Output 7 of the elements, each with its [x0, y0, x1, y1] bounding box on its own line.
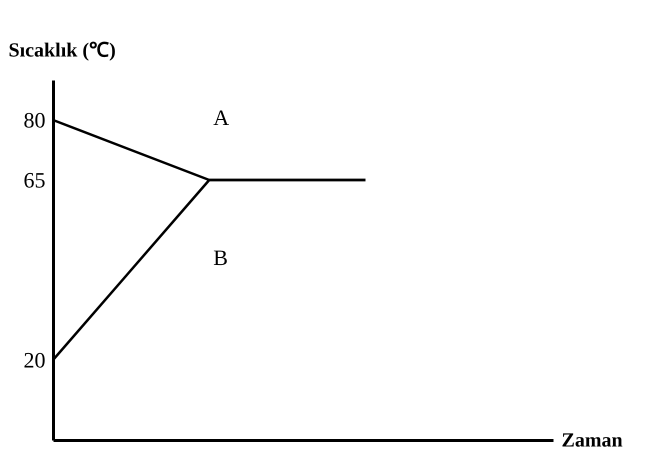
y-axis-title: Sıcaklık (℃) [8, 40, 116, 62]
text: B [213, 245, 228, 270]
y-tick-label: 20 [24, 348, 46, 372]
y-tick-label: 80 [24, 108, 46, 132]
x-axis-title: Zaman [562, 430, 623, 452]
y-tick-label: 65 [24, 168, 46, 192]
text: A [213, 105, 230, 130]
